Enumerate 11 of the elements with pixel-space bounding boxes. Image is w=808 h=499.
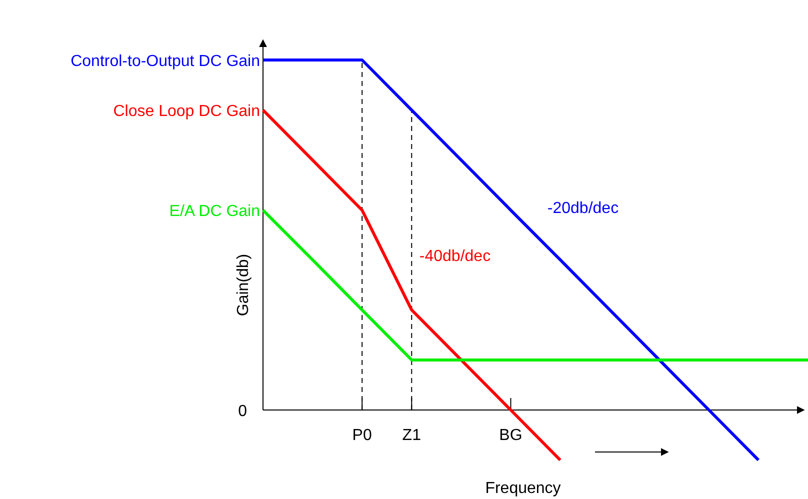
annotation: -40db/dec: [419, 248, 491, 265]
y-axis-title: Gain(db): [235, 254, 252, 316]
x-axis-title: Frequency: [485, 480, 561, 497]
annotation: -20db/dec: [547, 200, 619, 217]
x-tick-label: P0: [352, 427, 372, 444]
text: 0: [238, 403, 248, 420]
x-tick-label: BG: [499, 427, 522, 444]
series-label: Close Loop DC Gain: [113, 103, 260, 120]
x-tick-label: Z1: [402, 427, 422, 444]
series-label: E/A DC Gain: [169, 203, 260, 220]
series-label: Control-to-Output DC Gain: [70, 53, 260, 70]
